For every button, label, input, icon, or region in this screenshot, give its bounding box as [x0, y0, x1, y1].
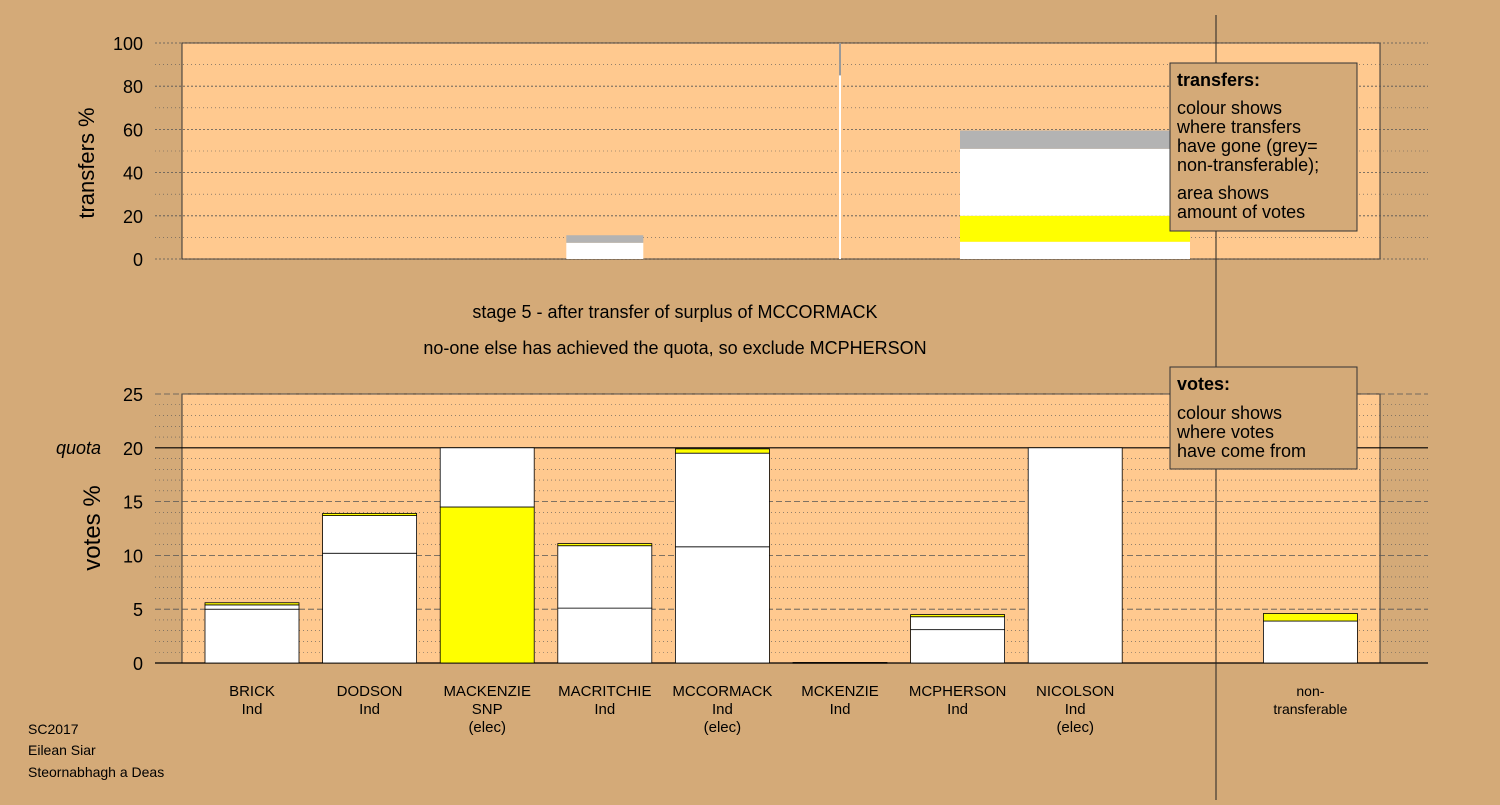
- vote-segment: [1027, 447, 1123, 664]
- transfers-legend-line: have gone (grey=: [1177, 136, 1318, 156]
- vote-segment: [322, 513, 418, 516]
- candidate-label: MCPHERSON: [909, 683, 1007, 700]
- votes-legend-line: have come from: [1177, 441, 1306, 461]
- quota-label: quota: [56, 438, 101, 458]
- candidate-label: SNP: [472, 701, 503, 718]
- vote-segment: [322, 515, 418, 554]
- votes-y-tick-label: 25: [123, 385, 143, 405]
- votes-legend-line: colour shows: [1177, 403, 1282, 423]
- votes-legend-title: votes:: [1177, 374, 1230, 394]
- candidate-label: Ind: [242, 701, 263, 718]
- vote-segment: [792, 662, 888, 664]
- candidate-label: NICOLSON: [1036, 683, 1114, 700]
- vote-segment: [204, 602, 300, 606]
- votes-y-axis-label: votes %: [79, 485, 106, 570]
- vote-segment: [557, 607, 653, 664]
- vote-segment: [557, 545, 653, 609]
- transfers-y-tick-label: 20: [123, 207, 143, 227]
- transfers-legend-box: [1169, 62, 1358, 232]
- candidate-label: transferable: [1273, 701, 1347, 717]
- transfers-y-axis-label: transfers %: [74, 107, 99, 218]
- votes-y-tick-label: 0: [133, 654, 143, 674]
- votes-legend-line: where votes: [1176, 422, 1274, 442]
- transfer-segment: [960, 130, 1190, 149]
- candidate-labels: BRICKIndDODSONIndMACKENZIESNP(elec)MACRI…: [229, 683, 1347, 736]
- footer-election: SC2017: [28, 721, 79, 737]
- vote-segment: [1263, 620, 1358, 664]
- transfer-segment: [566, 235, 644, 243]
- transfers-legend: transfers: colour shows where transfers …: [1169, 62, 1358, 232]
- candidate-label: Ind: [947, 701, 968, 718]
- vote-segment: [910, 616, 1005, 631]
- transfers-y-tick-label: 100: [113, 34, 143, 54]
- candidate-label: (elec): [468, 719, 506, 736]
- candidate-label: Ind: [1065, 701, 1086, 718]
- votes-bars: [204, 447, 1358, 664]
- stage-title: stage 5 - after transfer of surplus of M…: [472, 302, 877, 322]
- vote-segment: [204, 604, 300, 610]
- vote-segment: [204, 608, 300, 664]
- transfers-legend-line: area shows: [1177, 183, 1269, 203]
- transfers-y-tick-label: 0: [133, 250, 143, 270]
- candidate-label: MACRITCHIE: [558, 683, 651, 700]
- footer-ward: Steornabhagh a Deas: [28, 764, 164, 780]
- transfer-segment: [960, 148, 1190, 216]
- transfers-legend-line: where transfers: [1176, 117, 1301, 137]
- transfers-y-tick-label: 80: [123, 77, 143, 97]
- votes-y-tick-label: 5: [133, 600, 143, 620]
- transfers-y-tick-label: 40: [123, 164, 143, 184]
- transfer-segment: [566, 242, 644, 259]
- vote-segment: [675, 452, 770, 548]
- candidate-label: MCKENZIE: [801, 683, 879, 700]
- vote-segment: [910, 614, 1005, 618]
- votes-legend: votes: colour shows where votes have com…: [1169, 366, 1358, 470]
- candidate-label: Ind: [830, 701, 851, 718]
- votes-y-tick-label: 10: [123, 546, 143, 566]
- transfer-segment: [960, 215, 1190, 242]
- vote-segment: [675, 448, 770, 454]
- candidate-label: BRICK: [229, 683, 275, 700]
- candidate-label: Ind: [359, 701, 380, 718]
- vote-segment: [1263, 613, 1358, 622]
- vote-segment: [322, 552, 418, 664]
- vote-segment: [439, 506, 535, 664]
- footer-council: Eilean Siar: [28, 742, 96, 758]
- candidate-label: Ind: [712, 701, 733, 718]
- votes-y-tick-label: 20: [123, 439, 143, 459]
- candidate-label: DODSON: [337, 683, 403, 700]
- votes-legend-box: [1169, 366, 1358, 470]
- transfers-y-tick-label: 60: [123, 120, 143, 140]
- vote-segment: [910, 629, 1005, 664]
- transfers-bars: [566, 43, 1190, 259]
- vote-segment: [439, 447, 535, 508]
- votes-y-ticks: 0 5 10 15 20 25: [123, 385, 143, 674]
- votes-y-tick-label: 15: [123, 493, 143, 513]
- transfers-y-ticks: 0 20 40 60 80 100: [113, 34, 143, 270]
- transfer-segment: [960, 241, 1190, 259]
- transfers-legend-title: transfers:: [1177, 70, 1260, 90]
- vote-segment: [675, 546, 770, 664]
- candidate-label: non-: [1296, 683, 1324, 699]
- transfers-legend-line: colour shows: [1177, 98, 1282, 118]
- candidate-label: MACKENZIE: [443, 683, 531, 700]
- transfers-legend-line: non-transferable);: [1177, 155, 1319, 175]
- candidate-label: MCCORMACK: [672, 683, 772, 700]
- candidate-label: Ind: [594, 701, 615, 718]
- candidate-label: (elec): [1056, 719, 1094, 736]
- transfers-legend-line: amount of votes: [1177, 202, 1305, 222]
- candidate-label: (elec): [704, 719, 742, 736]
- stage-subtitle: no-one else has achieved the quota, so e…: [423, 338, 926, 358]
- vote-segment: [557, 543, 653, 547]
